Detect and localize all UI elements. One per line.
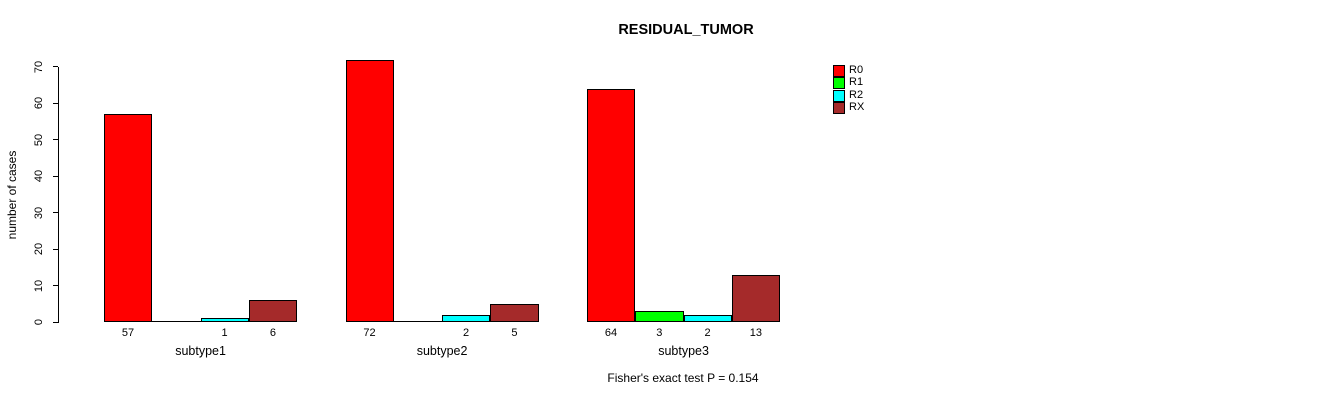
y-axis-tick xyxy=(53,66,58,68)
y-axis-tick-label: 50 xyxy=(33,133,45,146)
bar-r1-subtype2 xyxy=(393,321,443,322)
legend-label-r2: R2 xyxy=(849,88,864,101)
legend-label-r0: R0 xyxy=(849,64,864,76)
y-axis-line xyxy=(58,67,59,323)
y-axis-tick xyxy=(53,102,58,104)
bar-value-label: 5 xyxy=(511,327,518,339)
bar-rx-subtype3 xyxy=(731,274,781,322)
y-axis-tick-label: 0 xyxy=(33,318,45,326)
y-axis-tick xyxy=(53,212,58,214)
category-label-subtype1: subtype1 xyxy=(175,344,226,358)
legend-swatch-r1 xyxy=(833,77,845,90)
bar-r0-subtype3 xyxy=(587,88,636,322)
y-axis-tick-label: 60 xyxy=(33,97,45,110)
category-label-subtype2: subtype2 xyxy=(416,344,468,358)
y-axis-tick xyxy=(53,285,58,287)
bar-r1-subtype3 xyxy=(635,311,684,322)
bar-r0-subtype2 xyxy=(345,59,394,322)
bar-value-label: 72 xyxy=(363,327,376,339)
y-axis-tick-label: 30 xyxy=(33,206,45,219)
bar-value-label: 2 xyxy=(463,327,470,339)
bar-value-label: 2 xyxy=(704,327,711,339)
legend-swatch-r2 xyxy=(833,89,845,102)
legend-swatch-r0 xyxy=(833,65,845,77)
y-axis-tick-label: 40 xyxy=(33,170,45,183)
bar-value-label: 57 xyxy=(121,327,135,339)
y-axis-tick-label: 10 xyxy=(33,279,45,292)
chart-title: RESIDUAL_TUMOR xyxy=(618,22,754,38)
y-axis-tick xyxy=(53,139,58,141)
y-axis-tick xyxy=(53,175,58,177)
bar-r2-subtype1 xyxy=(200,318,249,322)
bar-r2-subtype2 xyxy=(442,314,491,322)
bar-value-label: 64 xyxy=(604,327,618,339)
bar-value-label: 6 xyxy=(269,327,276,339)
bar-value-label: 13 xyxy=(749,327,763,339)
legend-label-r1: R1 xyxy=(849,76,864,89)
y-axis-tick xyxy=(53,248,58,250)
bar-rx-subtype1 xyxy=(248,300,298,322)
y-axis-label: number of cases xyxy=(5,150,19,240)
legend-swatch-rx xyxy=(833,101,845,114)
legend-label-rx: RX xyxy=(849,100,865,113)
y-axis-tick-label: 70 xyxy=(33,60,45,74)
category-label-subtype3: subtype3 xyxy=(658,344,709,358)
y-axis-tick xyxy=(53,321,58,323)
bar-value-label: 3 xyxy=(656,327,663,339)
bar-r0-subtype1 xyxy=(104,114,153,322)
y-axis-tick-label: 20 xyxy=(33,243,45,256)
bar-value-label: 1 xyxy=(221,327,228,339)
bar-rx-subtype2 xyxy=(490,303,539,322)
bar-r2-subtype3 xyxy=(683,314,732,322)
fisher-test-annotation: Fisher's exact test P = 0.154 xyxy=(607,371,759,385)
bar-r1-subtype1 xyxy=(152,321,201,322)
